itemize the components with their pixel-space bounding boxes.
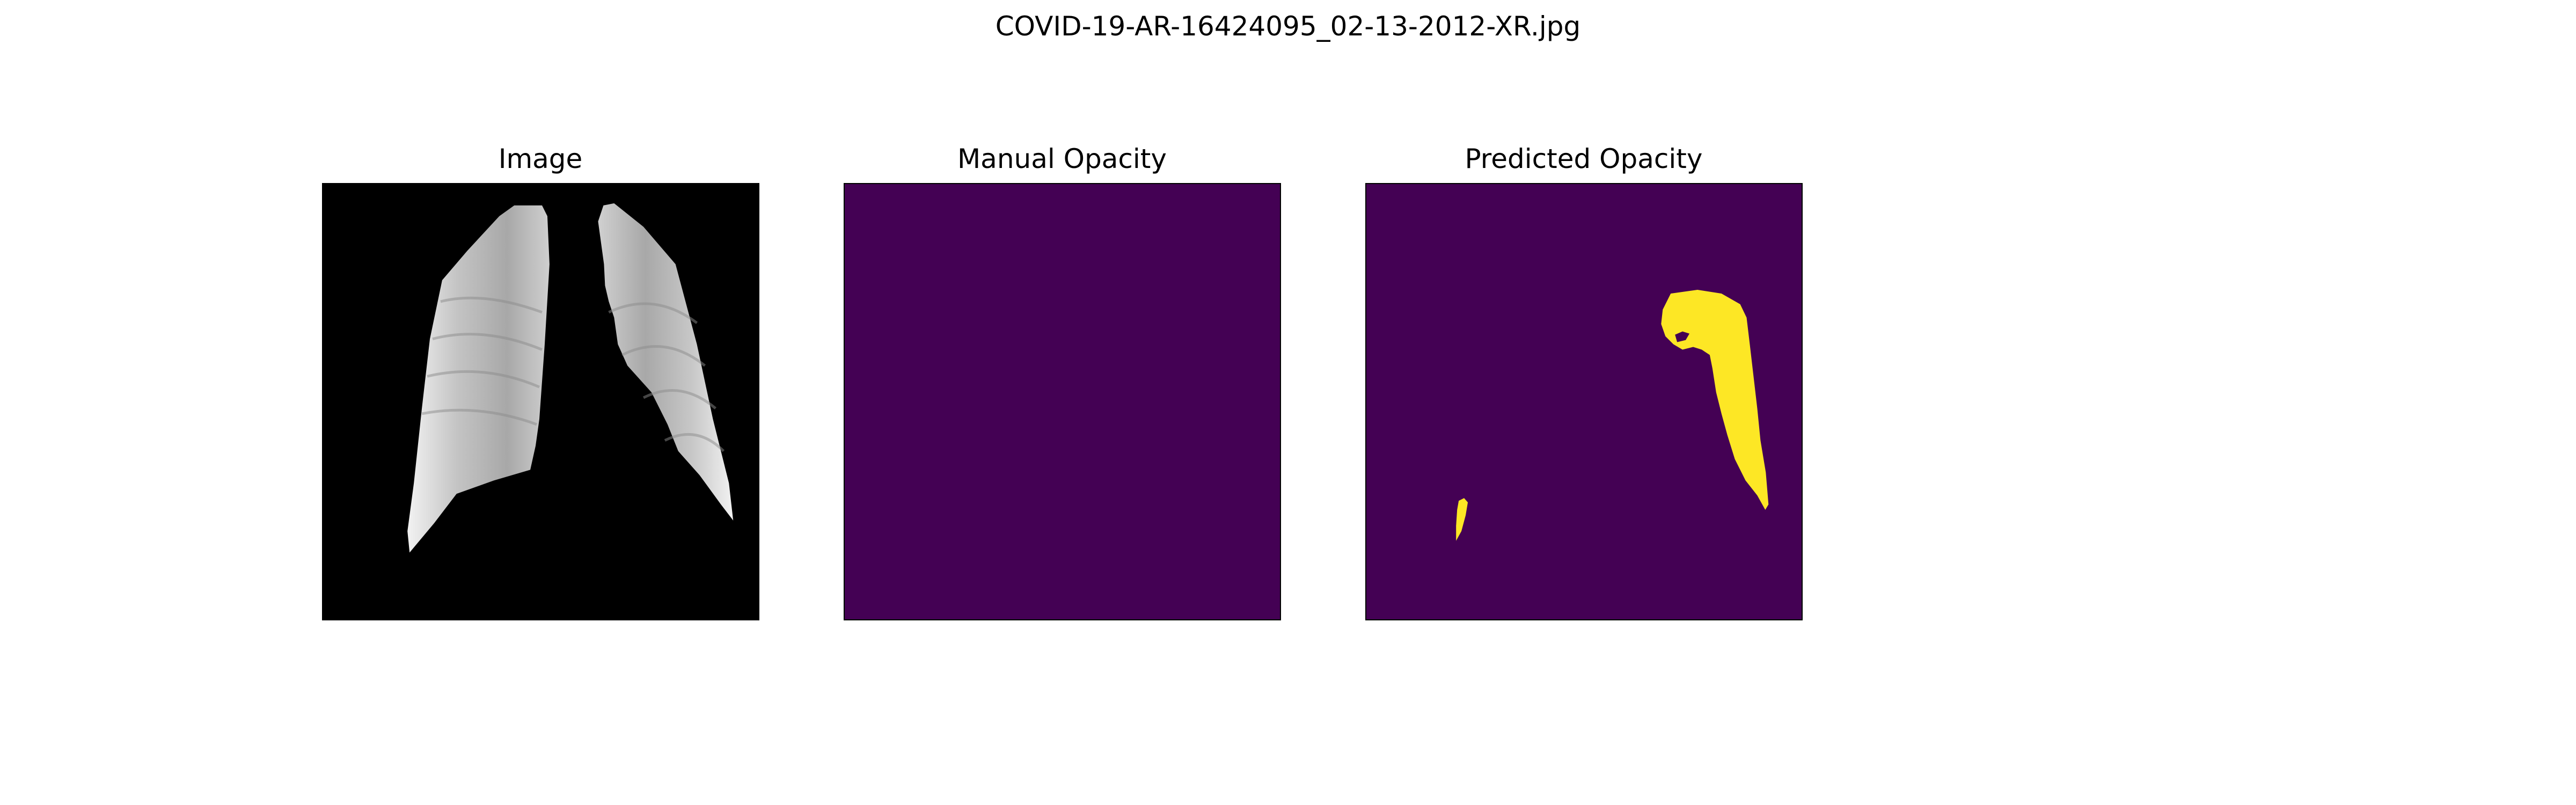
panel-title-image: Image [498,143,583,174]
manual-opacity-mask [845,184,1280,619]
predicted-opacity-mask [1366,184,1802,619]
left-lung [407,205,550,553]
manual-opacity-panel [844,183,1281,620]
predicted-opacity-panel [1365,183,1803,620]
right-lung [598,203,734,521]
rib-shadows [421,296,725,452]
figure-title: COVID-19-AR-16424095_02-13-2012-XR.jpg [995,11,1581,42]
xray-image [323,184,758,619]
panel-title-manual-opacity: Manual Opacity [957,143,1167,174]
panel-title-predicted-opacity: Predicted Opacity [1465,143,1703,174]
predicted-opacity-hole [1675,331,1690,342]
predicted-opacity-region-large [1661,290,1769,510]
xray-image-panel [322,183,759,620]
predicted-opacity-region-small [1456,498,1468,541]
manual-mask-background [845,184,1280,619]
